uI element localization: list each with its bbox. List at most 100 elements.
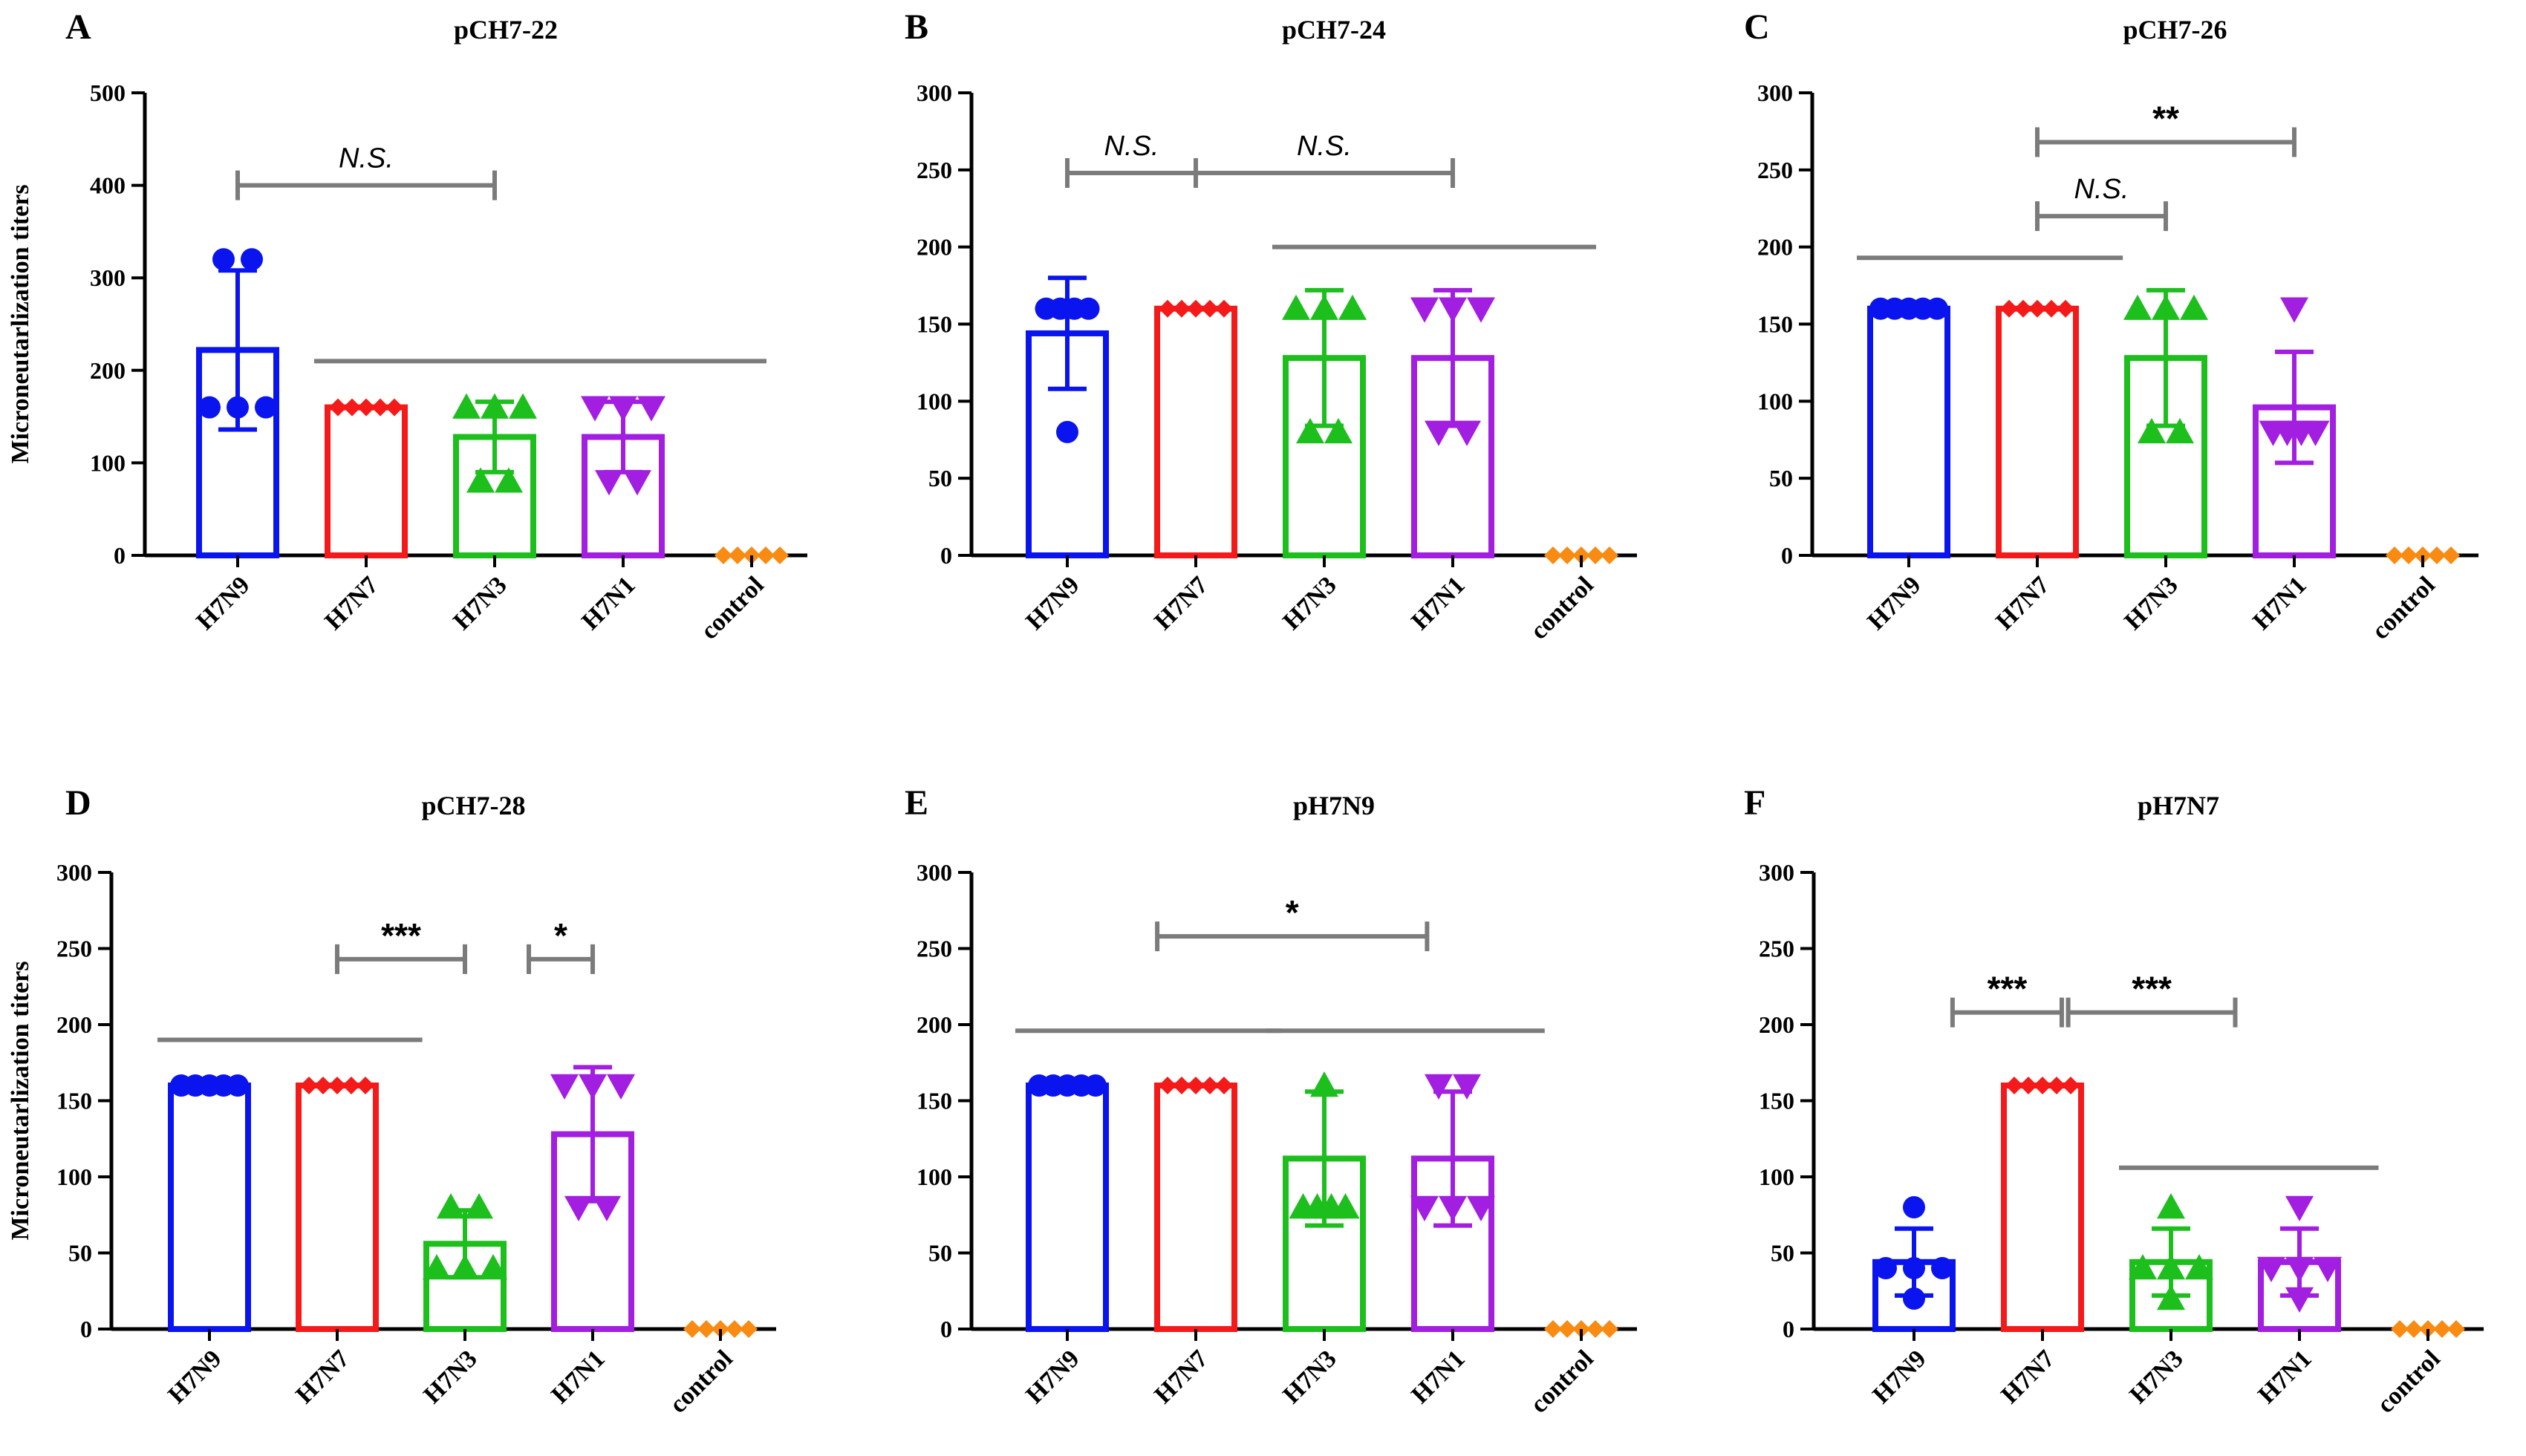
y-axis-label: Microneutarlization titers xyxy=(7,961,34,1240)
data-point xyxy=(314,1077,332,1094)
data-point xyxy=(2000,299,2018,318)
data-point xyxy=(1903,1196,1925,1218)
data-point xyxy=(2180,294,2208,320)
bar-h7n7 xyxy=(1154,1083,1237,1332)
y-tick-label: 250 xyxy=(1757,157,1793,183)
data-point xyxy=(2285,1287,2314,1313)
significance-bracket: * xyxy=(1155,893,1430,952)
data-point xyxy=(581,396,609,422)
data-point xyxy=(371,398,389,417)
bar-group-h7n7 xyxy=(1996,299,2079,558)
data-point xyxy=(1586,1320,1604,1338)
data-point xyxy=(466,467,495,493)
data-point xyxy=(385,398,403,417)
data-point xyxy=(637,396,665,422)
data-point xyxy=(1310,1071,1338,1097)
x-tick-label: H7N3 xyxy=(448,571,512,635)
bar-group-control xyxy=(1544,1320,1618,1338)
data-point xyxy=(2391,1320,2409,1338)
y-tick-label: 150 xyxy=(917,1088,952,1114)
y-tick-label: 300 xyxy=(56,859,92,886)
y-tick-label: 250 xyxy=(917,936,952,962)
data-point xyxy=(1331,1193,1360,1219)
data-point xyxy=(1296,417,1324,444)
x-tick-label: H7N7 xyxy=(1990,571,2054,635)
significance-bracket: * xyxy=(527,916,595,974)
data-point xyxy=(1187,1077,1205,1094)
data-point xyxy=(593,1195,621,1221)
data-point xyxy=(2062,1077,2080,1094)
bar-h7n7 xyxy=(325,404,408,559)
x-tick-label: H7N7 xyxy=(1996,1345,2060,1408)
data-point xyxy=(757,546,775,564)
y-tick-label: 50 xyxy=(1771,1240,1794,1267)
data-point xyxy=(2028,299,2046,318)
data-point xyxy=(2138,417,2166,444)
data-point xyxy=(1187,299,1205,318)
bar-group-h7n7 xyxy=(1154,1077,1237,1332)
data-point xyxy=(2185,1254,2213,1280)
y-tick-label: 100 xyxy=(1757,388,1793,414)
data-point xyxy=(1875,1257,1897,1279)
data-point xyxy=(2400,546,2418,564)
data-point xyxy=(343,398,361,417)
data-point xyxy=(2447,1320,2465,1338)
data-point xyxy=(564,1195,593,1221)
data-point xyxy=(1544,546,1562,564)
data-point xyxy=(1439,297,1467,323)
data-point xyxy=(729,546,746,564)
data-point xyxy=(2157,1254,2185,1280)
data-point xyxy=(2285,1195,2314,1221)
data-point xyxy=(481,393,509,419)
data-point xyxy=(1601,546,1618,564)
bar-group-h7n7 xyxy=(296,1077,379,1332)
x-tick-label: H7N9 xyxy=(1021,571,1084,635)
bar-group-h7n1 xyxy=(2257,1195,2342,1333)
y-tick-label: 150 xyxy=(1757,311,1793,338)
significance-stars: *** xyxy=(2132,970,2172,1008)
data-point xyxy=(227,1074,249,1097)
y-tick-label: 0 xyxy=(940,1316,952,1342)
data-point xyxy=(509,393,537,419)
bar-group-h7n7 xyxy=(1154,299,1237,558)
x-tick-label: control xyxy=(2366,571,2440,644)
data-point xyxy=(1338,294,1367,320)
data-point xyxy=(255,396,277,419)
data-point xyxy=(1159,299,1176,318)
x-tick-label: H7N9 xyxy=(1021,1345,1084,1408)
y-tick-label: 150 xyxy=(56,1088,92,1114)
data-point xyxy=(1084,1074,1107,1097)
x-tick-label: H7N7 xyxy=(1149,1345,1213,1408)
y-tick-label: 0 xyxy=(80,1316,92,1342)
x-tick-label: H7N9 xyxy=(163,1345,227,1408)
data-point xyxy=(1077,297,1100,320)
x-tick-label: H7N3 xyxy=(418,1345,482,1408)
bar-group-h7n3 xyxy=(1282,287,1367,558)
panel-title: pCH7-28 xyxy=(421,791,525,820)
bar-group-h7n1 xyxy=(1410,1074,1495,1333)
data-point xyxy=(1215,299,1233,318)
data-point xyxy=(2042,299,2060,318)
y-tick-label: 200 xyxy=(1757,234,1793,261)
data-point xyxy=(607,1074,635,1100)
x-tick-label: control xyxy=(664,1345,738,1418)
y-tick-label: 250 xyxy=(56,936,92,962)
data-point xyxy=(2442,546,2460,564)
y-tick-label: 0 xyxy=(1781,542,1793,569)
bar-group-h7n3 xyxy=(423,1193,507,1332)
data-point xyxy=(1324,417,1352,444)
bar-group-h7n9 xyxy=(1872,1196,1956,1333)
panel-letter: C xyxy=(1744,7,1770,47)
significance-bracket: ** xyxy=(2035,99,2296,157)
bar-group-h7n1 xyxy=(1410,287,1495,558)
data-point xyxy=(1903,1257,1925,1279)
data-point xyxy=(2433,1320,2451,1338)
significance-stars: *** xyxy=(381,916,421,955)
data-point xyxy=(2386,546,2403,564)
panel-title: pCH7-26 xyxy=(2123,15,2227,45)
data-point xyxy=(357,398,375,417)
panel-title: pH7N9 xyxy=(1293,791,1375,820)
y-tick-label: 250 xyxy=(1759,936,1794,962)
significance-bracket: *** xyxy=(1950,970,2064,1028)
